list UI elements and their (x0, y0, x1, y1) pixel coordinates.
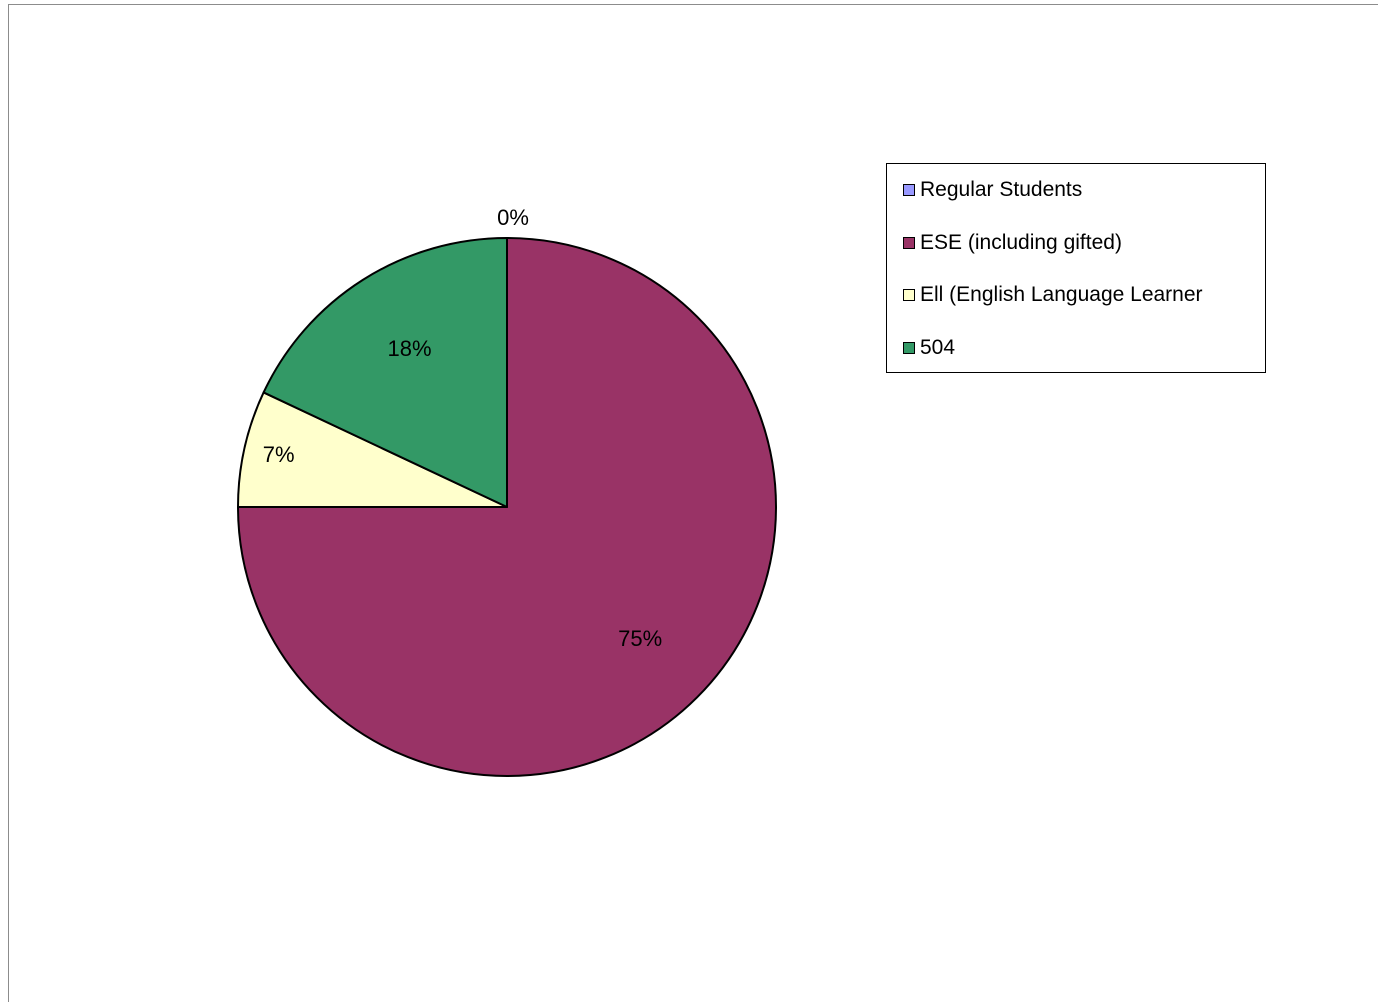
pie-slice (237, 391, 508, 508)
legend-swatch (903, 289, 915, 301)
legend-swatch (903, 184, 915, 196)
pie-slice (262, 237, 508, 508)
legend-label: ESE (including gifted) (920, 231, 1122, 254)
data-label: 7% (263, 442, 295, 467)
legend-item: ESE (including gifted) (903, 229, 1122, 257)
legend-swatch (903, 342, 915, 354)
legend-item: Regular Students (903, 176, 1082, 204)
legend-label: Regular Students (920, 178, 1083, 201)
legend-swatch (903, 237, 915, 249)
legend-item: Ell (English Language Learner (903, 281, 1203, 309)
legend-label: Ell (English Language Learner (920, 283, 1203, 306)
chart-area (8, 4, 1378, 1002)
legend: Regular Students ESE (including gifted) … (886, 163, 1266, 373)
legend-label: 504 (920, 336, 956, 359)
legend-item: 504 (903, 334, 955, 362)
data-label: 75% (618, 626, 662, 651)
data-label: 0% (497, 205, 529, 230)
data-label: 18% (388, 336, 432, 361)
